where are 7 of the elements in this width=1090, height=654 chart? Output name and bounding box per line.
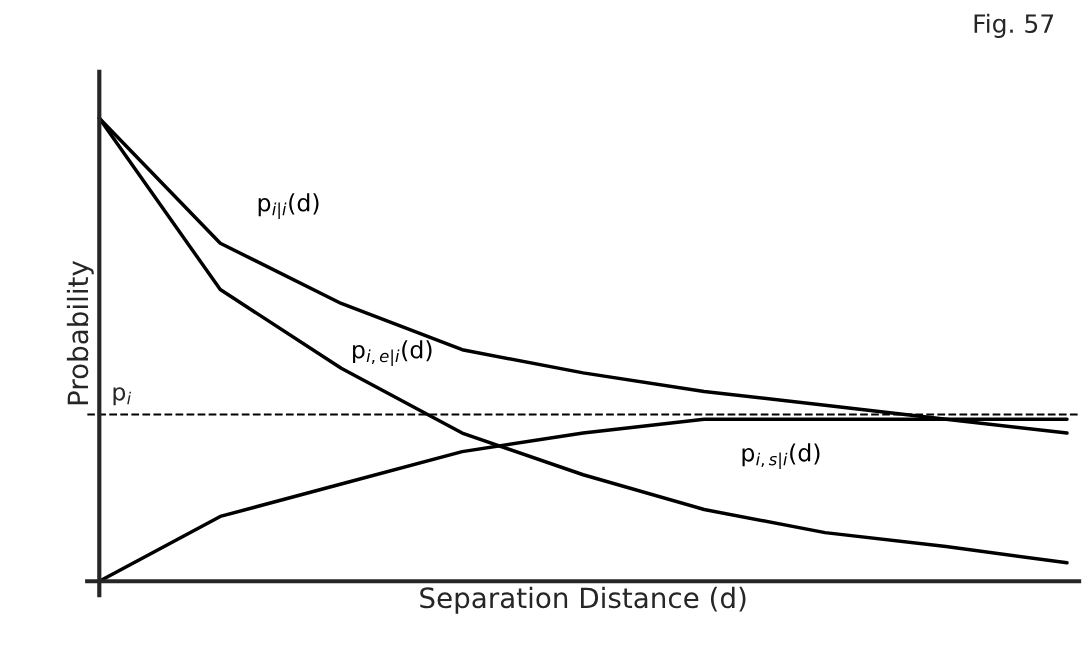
series-label: p$_{i,s|i}$(d) [742,443,820,470]
series-label: p$_{i,e|i}$(d) [353,340,432,366]
x-axis-title: Separation Distance (d) [420,586,746,614]
y-axis-title: Probability [66,260,94,405]
ref-line-label: p$_{i}$ [113,387,132,406]
chart-title: Fig. 57 [974,13,1054,38]
series-label: p$_{i|i}$(d) [258,193,319,220]
